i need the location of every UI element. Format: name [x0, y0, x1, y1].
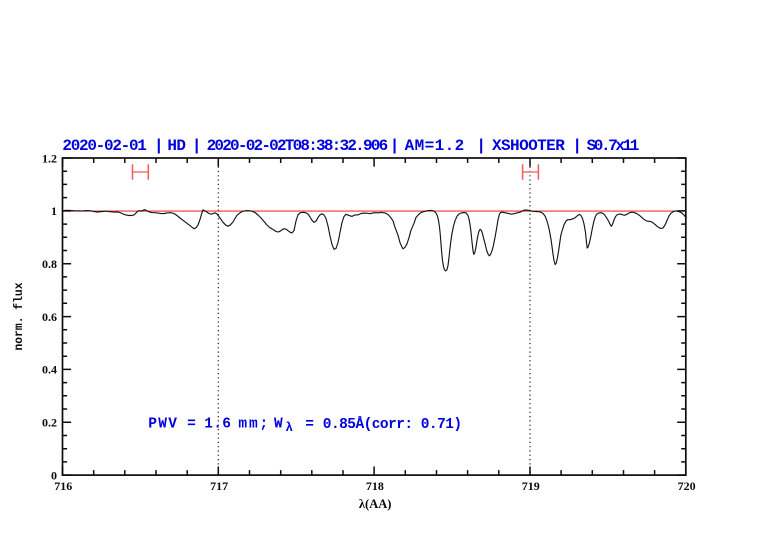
- svg-text:λ(AA): λ(AA): [359, 497, 392, 511]
- svg-text:2020-02-01|HD|2020-02-02T08:38: 2020-02-01 | HD | 2020-02-02T08:38:32.906| AM…: [62, 137, 639, 155]
- svg-text:norm. flux: norm. flux: [13, 282, 26, 350]
- svg-text:1: 1: [51, 204, 57, 218]
- svg-text:718: 718: [366, 479, 384, 493]
- svg-text:0.8: 0.8: [42, 257, 57, 271]
- svg-text:0: 0: [51, 468, 57, 482]
- svg-text:0.4: 0.4: [42, 363, 57, 377]
- svg-text:720: 720: [678, 479, 696, 493]
- svg-text:0.6: 0.6: [42, 310, 57, 324]
- svg-text:1.2: 1.2: [42, 151, 57, 165]
- svg-text:717: 717: [210, 479, 228, 493]
- svg-text:PWV=1.6mm;Wλ=0.85Å(corr: 0.71): PWV = 1.6 mm; Wλ = 0.85Å(corr: 0.71): [148, 416, 462, 435]
- svg-text:716: 716: [54, 479, 72, 493]
- svg-text:0.2: 0.2: [42, 416, 57, 430]
- svg-text:719: 719: [522, 479, 540, 493]
